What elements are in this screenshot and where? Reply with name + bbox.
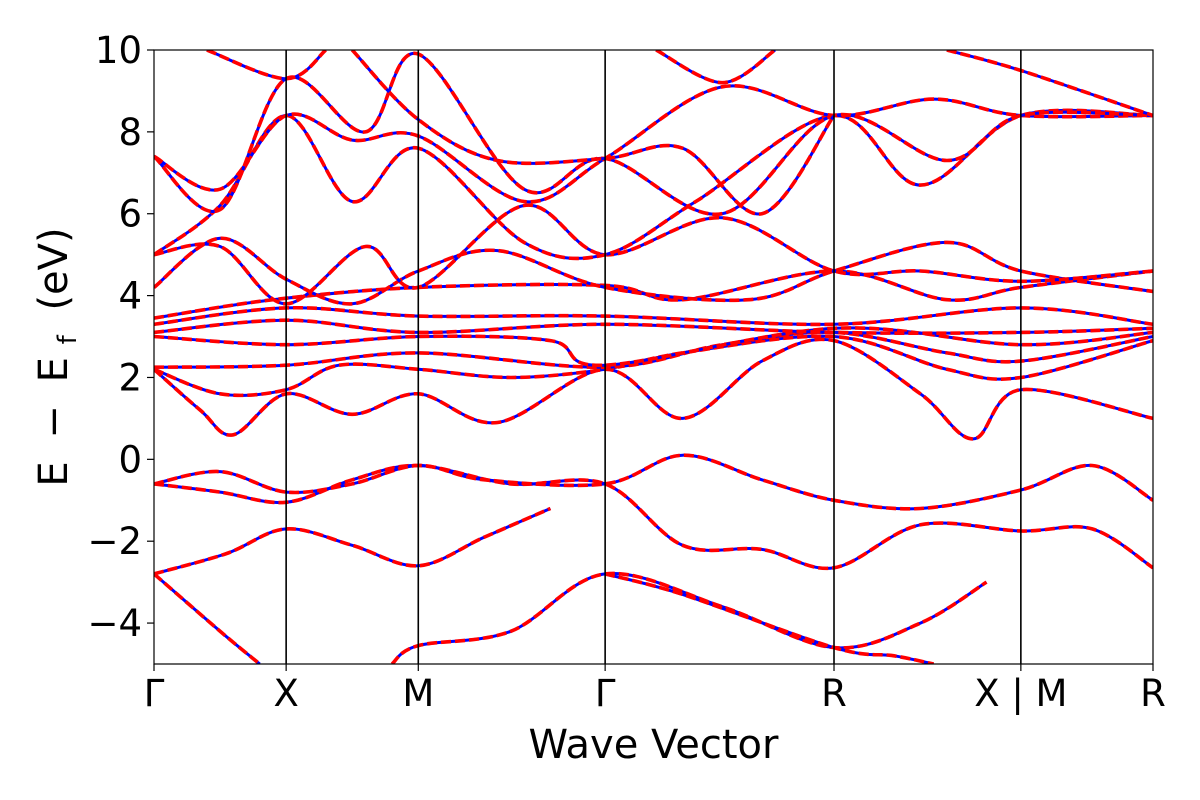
band-14-dashed bbox=[154, 236, 1153, 306]
y-axis-title: E − E f (eV) bbox=[31, 227, 86, 486]
y-tick-label: 4 bbox=[118, 275, 142, 318]
y-tick-label: −4 bbox=[87, 602, 142, 645]
x-axis-title: Wave Vector bbox=[529, 722, 780, 768]
x-tick-label: Γ bbox=[144, 672, 165, 715]
band-22-dashed bbox=[946, 50, 1153, 118]
band-5-solid bbox=[390, 571, 988, 664]
band-18-solid bbox=[154, 52, 1153, 216]
y-tick-label: 6 bbox=[118, 193, 142, 236]
x-tick-label: R bbox=[1140, 672, 1166, 715]
y-axis-title-e: E bbox=[31, 461, 77, 486]
y-tick-label: 0 bbox=[118, 438, 142, 481]
band-4-solid bbox=[154, 453, 1153, 511]
band-1-dashed bbox=[154, 572, 261, 664]
y-tick-label: 2 bbox=[118, 356, 142, 399]
band-2-dashed bbox=[154, 506, 552, 576]
x-tick-label: Γ bbox=[595, 672, 616, 715]
band-6-dashed bbox=[604, 572, 934, 664]
band-5-dashed bbox=[390, 571, 988, 664]
high-symmetry-lines bbox=[285, 50, 1022, 664]
band-12-dashed bbox=[154, 305, 1153, 327]
band-4-dashed bbox=[154, 453, 1153, 511]
plot-frame bbox=[153, 49, 1154, 665]
band-18-dashed bbox=[154, 51, 1153, 217]
band-8-dashed bbox=[154, 334, 1153, 398]
band-17-dashed bbox=[154, 84, 1153, 204]
x-ticks: Γ X M Γ R X | M R bbox=[144, 664, 1166, 715]
band-19-dashed bbox=[206, 50, 328, 81]
band-20-solid bbox=[351, 50, 836, 216]
y-axis-title-minus: − bbox=[31, 405, 77, 439]
x-tick-label: X | M bbox=[974, 672, 1067, 715]
band-2-solid bbox=[154, 507, 551, 576]
band-10-dashed bbox=[154, 326, 1153, 368]
y-ticks: 10 8 6 4 2 0 −2 −4 bbox=[87, 29, 154, 645]
band-3-solid bbox=[154, 463, 1153, 570]
x-tick-label: R bbox=[821, 672, 847, 715]
band-21-dashed bbox=[655, 50, 777, 85]
y-axis-title-sub: f bbox=[53, 334, 83, 344]
band-7-dashed bbox=[154, 337, 1153, 441]
band-3-dashed bbox=[154, 463, 1153, 571]
y-axis-title-e2: E bbox=[31, 357, 77, 382]
y-tick-label: 8 bbox=[118, 111, 142, 154]
band-20-dashed bbox=[350, 50, 836, 216]
y-axis-title-unit: (eV) bbox=[31, 227, 77, 310]
x-tick-label: X bbox=[273, 672, 298, 715]
x-tick-label: M bbox=[402, 672, 434, 715]
y-tick-label: −2 bbox=[87, 520, 142, 563]
band-7-solid bbox=[154, 337, 1153, 441]
band-11-solid bbox=[154, 318, 1153, 335]
y-tick-label: 10 bbox=[95, 29, 142, 72]
band-11-dashed bbox=[154, 318, 1153, 336]
band-lines bbox=[154, 50, 1153, 664]
